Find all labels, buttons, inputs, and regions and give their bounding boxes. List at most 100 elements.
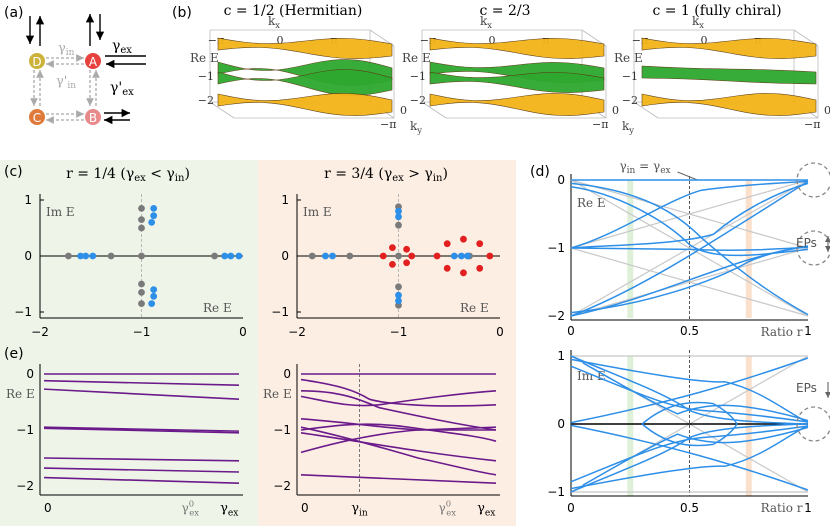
eigenvalue-point <box>138 280 145 288</box>
gamma-ex-label: γex <box>477 501 496 518</box>
ky-axis-label: ky <box>410 119 422 135</box>
eigenvalue-curve <box>300 423 497 442</box>
gamma-ex0-label: γ0 ex <box>439 499 457 518</box>
panel-d-tag: (d) <box>530 164 550 180</box>
eigenvalue-point <box>138 205 145 212</box>
z-tick: −2 <box>198 94 214 107</box>
eigenvalue-curve-im <box>570 424 809 491</box>
y-tick-label: −2 <box>547 309 565 323</box>
eigenvalue-point <box>464 252 471 260</box>
eigenvalue-curve-im <box>570 365 809 423</box>
reference-line <box>570 179 809 249</box>
kx-axis-label: kx <box>692 14 704 30</box>
panel-c-tag: (c) <box>4 164 23 180</box>
gamma-in-label: γin <box>351 501 368 518</box>
y-axis-label: Re E <box>6 387 35 401</box>
eigenvalue-curve-im <box>582 362 809 422</box>
node-b-label: B <box>89 111 97 125</box>
eigenvalue-point <box>395 297 402 305</box>
gamma-ex-prime-label: γ'ex <box>110 80 134 98</box>
band-surface-upper <box>429 37 605 59</box>
kx-tick: 0 <box>489 34 496 47</box>
eigenvalue-point <box>403 259 411 267</box>
eigenvalue-point <box>138 289 145 296</box>
eigenvalue-curve-re <box>570 182 809 249</box>
eigenvalue-point <box>379 252 387 260</box>
eigenvalue-curve <box>300 426 497 454</box>
eigenvalue-curve <box>43 467 240 473</box>
eigenvalue-curve-im <box>570 357 809 424</box>
panel-b: (b) c = 1/2 (Hermitian)kx−π0πRe E−1−2−π0… <box>172 3 830 135</box>
gamma-ex0-label: γ0 ex <box>182 499 200 518</box>
panel-e-left-bg <box>0 342 258 526</box>
node-d-label: D <box>32 55 41 69</box>
gamma-ex-label: γex <box>220 501 239 518</box>
y-tick-label: −2 <box>273 479 291 493</box>
ep-circle <box>796 406 830 442</box>
y-tick-label: 1 <box>557 349 565 363</box>
gamma-equal-annotation: γin = γex <box>620 159 671 176</box>
band-surface-middle-b <box>217 69 393 96</box>
panel-c-left-title: r = 1/4 (γex < γin) <box>66 166 190 184</box>
eigenvalue-point <box>138 300 145 307</box>
box-edge <box>421 101 447 119</box>
z-axis-label: Re E <box>190 51 219 65</box>
eigenvalue-curve-im <box>641 423 738 447</box>
box-edge <box>633 101 659 119</box>
eigenvalue-point <box>486 252 494 260</box>
eigenvalue-point <box>395 252 402 260</box>
eigenvalue-curve <box>43 388 240 400</box>
z-tick: −2 <box>410 94 426 107</box>
x-axis-label-bottom: Ratio r <box>761 501 803 515</box>
y-axis-label: Im E <box>46 205 75 219</box>
y-tick-label: −1 <box>547 485 565 499</box>
z-tick: −1 <box>410 70 426 83</box>
y-axis-label: Re E <box>263 387 292 401</box>
panel-a-couplings <box>30 54 100 124</box>
highlight-strip <box>745 356 752 496</box>
eps-label-bottom: EPs <box>796 381 817 395</box>
y-tick-label: 1 <box>281 193 289 207</box>
eigenvalue-point <box>389 244 396 252</box>
kx-tick: 0 <box>701 34 708 47</box>
box-edge <box>369 29 395 47</box>
x-tick-label: 0.5 <box>680 324 699 338</box>
eigenvalue-curve <box>300 474 497 484</box>
y-tick-label: −1 <box>14 305 32 319</box>
eigenvalue-point <box>458 252 465 260</box>
y-tick-label: 0 <box>557 417 565 431</box>
eigenvalue-point <box>150 286 158 293</box>
box-edge <box>209 101 235 119</box>
panel-e-tag: (e) <box>4 346 24 362</box>
eigenvalue-point <box>65 252 72 260</box>
panel-a-external-arrows <box>25 14 146 125</box>
y-tick-label: −1 <box>273 423 291 437</box>
x-tick-label: −1 <box>390 325 408 339</box>
annotation-pointer <box>677 171 698 181</box>
y-tick-label: 1 <box>24 193 32 207</box>
x-tick-label: 0 <box>239 325 247 339</box>
x-tick-label: 1 <box>804 324 812 338</box>
y-tick-label: −1 <box>547 241 565 255</box>
ep-circle <box>796 230 830 266</box>
band-surface-flat <box>641 65 817 85</box>
x-tick-label: 1 <box>804 501 812 515</box>
eigenvalue-point <box>395 291 402 299</box>
panel-b-tag: (b) <box>172 5 192 21</box>
band-surface-lower <box>217 93 393 116</box>
kx-axis-label: kx <box>480 14 492 30</box>
eigenvalue-point <box>138 224 145 232</box>
x-axis-label: Re E <box>203 301 232 315</box>
gamma-ex-label: γex <box>112 38 132 56</box>
band-surface-upper <box>641 37 817 59</box>
eigenvalue-point <box>138 216 145 224</box>
z-axis-label: Re E <box>614 51 643 65</box>
eigenvalue-point <box>395 221 402 229</box>
z-tick: −2 <box>622 94 638 107</box>
ky-axis-label: ky <box>622 119 634 135</box>
eigenvalue-point <box>77 252 84 260</box>
band-surface-lower <box>641 93 817 116</box>
